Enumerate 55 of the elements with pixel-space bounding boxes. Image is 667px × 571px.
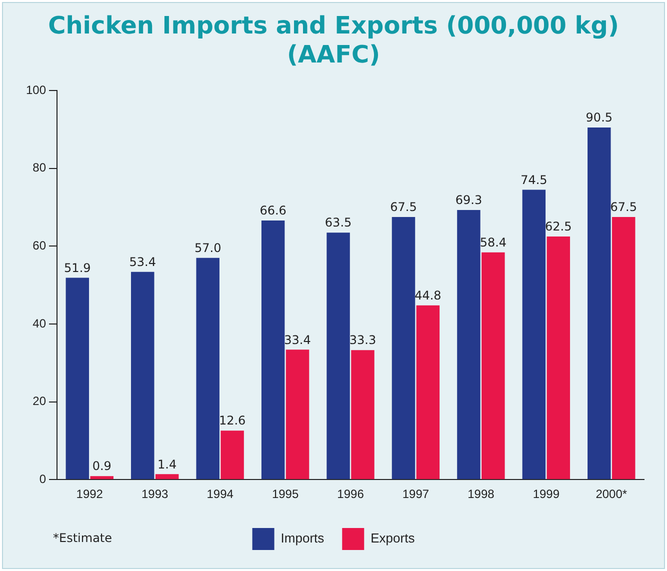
- data-label: 66.6: [260, 204, 286, 218]
- chart-title: Chicken Imports and Exports (000,000 kg) (AAFC): [48, 12, 619, 68]
- bar: [522, 190, 546, 480]
- data-label: 69.3: [455, 193, 482, 208]
- bar: [392, 217, 416, 480]
- y-tick-label: 100: [26, 82, 46, 97]
- x-tick-label: 1999: [532, 487, 560, 502]
- legend-label: Exports: [370, 530, 416, 546]
- data-label: 67.5: [390, 200, 417, 214]
- bar: [457, 210, 480, 480]
- bar: [326, 232, 350, 480]
- y-tick-label: 60: [32, 238, 46, 253]
- data-label: 12.6: [218, 414, 246, 428]
- data-label: 90.5: [586, 110, 613, 125]
- bar: [416, 305, 440, 480]
- data-label: 51.9: [64, 260, 91, 275]
- y-tick-label: 80: [32, 160, 46, 175]
- data-label: 58.4: [480, 236, 507, 250]
- y-tick-label: 40: [32, 316, 46, 330]
- bar: [482, 252, 505, 480]
- bar: [66, 278, 90, 480]
- bar: [155, 474, 179, 480]
- data-label: 1.4: [158, 457, 177, 472]
- x-tick-label: 1997: [402, 487, 430, 502]
- data-label: 63.5: [324, 216, 352, 230]
- bar: [351, 350, 374, 480]
- bar: [588, 128, 611, 480]
- x-tick-label: 1992: [76, 487, 104, 502]
- bar: [612, 217, 636, 480]
- bar: [220, 430, 244, 480]
- data-label: 67.5: [610, 200, 637, 214]
- bar: [131, 272, 154, 480]
- data-label: 74.5: [520, 172, 548, 187]
- data-label: 62.5: [545, 220, 572, 234]
- bar: [196, 258, 220, 480]
- x-tick-label: 1998: [468, 487, 495, 502]
- x-tick-label: 1995: [272, 487, 299, 502]
- x-tick-label: 1993: [142, 487, 169, 502]
- bar: [286, 350, 310, 480]
- y-tick-label: 0: [39, 472, 46, 486]
- x-tick-label: 1994: [206, 487, 234, 502]
- x-tick-label: 1996: [337, 487, 364, 502]
- data-label: 44.8: [414, 288, 442, 302]
- data-label: 0.9: [92, 459, 112, 474]
- bar: [546, 236, 570, 480]
- bar: [261, 220, 285, 480]
- text: *Estimate: [53, 531, 112, 545]
- data-label: 53.4: [129, 255, 156, 269]
- data-label: 33.4: [284, 332, 311, 347]
- legend-label: Imports: [280, 530, 325, 546]
- x-tick-label: 2000*: [596, 487, 628, 502]
- data-label: 57.0: [194, 240, 222, 255]
- data-label: 33.3: [349, 333, 376, 348]
- bar: [90, 476, 114, 480]
- y-tick-label: 20: [32, 394, 46, 408]
